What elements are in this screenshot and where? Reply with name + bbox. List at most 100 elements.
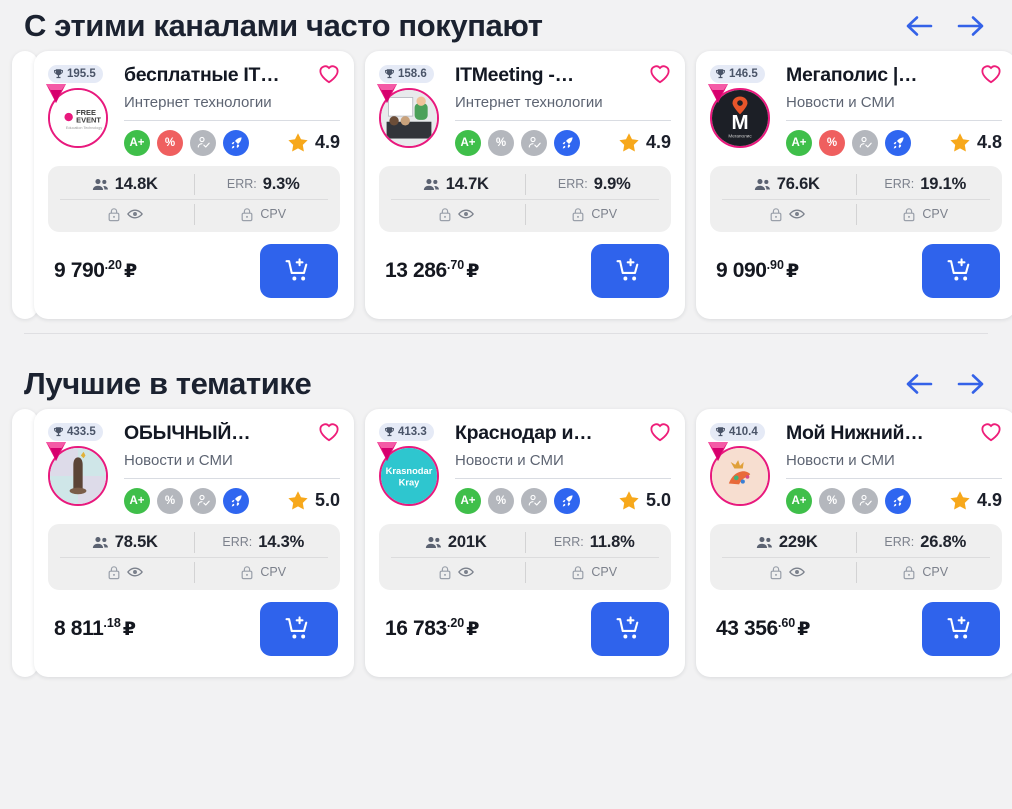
channel-name[interactable]: ОБЫЧНЫЙ…	[124, 422, 251, 444]
person-check-icon[interactable]	[521, 129, 547, 156]
price: 43 356.60 ₽	[716, 616, 810, 641]
channel-card[interactable]: 433.5	[34, 409, 354, 677]
percent-icon[interactable]: %	[488, 487, 514, 514]
channel-card[interactable]: 195.5 FREE EVENT Education Techn	[34, 51, 354, 319]
add-to-cart-button[interactable]	[922, 243, 1000, 298]
avatar[interactable]: FREE EVENT Education Technology	[46, 84, 108, 149]
favorite-heart-icon[interactable]	[318, 422, 340, 442]
err-label: ERR:	[222, 535, 253, 550]
rating-value: 4.9	[976, 490, 1002, 511]
add-to-cart-button[interactable]	[260, 601, 338, 656]
eye-icon	[457, 567, 474, 577]
carousel-next-button[interactable]	[956, 369, 986, 399]
person-check-icon[interactable]	[190, 129, 216, 156]
locked-cpv-cell[interactable]: CPV	[857, 200, 995, 229]
percent-icon[interactable]: %	[157, 129, 183, 156]
lock-icon	[572, 208, 584, 222]
badge-row: A+ %	[786, 487, 1002, 514]
carousel-best-in-category[interactable]: 433.5	[0, 399, 1012, 691]
grade-a-plus-icon[interactable]: A+	[455, 129, 481, 156]
rocket-icon[interactable]	[223, 129, 249, 156]
locked-cpv-cell[interactable]: CPV	[195, 558, 333, 587]
locked-views-cell[interactable]	[718, 558, 856, 587]
channel-name[interactable]: Мой Нижний…	[786, 422, 924, 444]
favorite-heart-icon[interactable]	[980, 422, 1002, 442]
add-to-cart-button[interactable]	[591, 243, 669, 298]
section-best-in-category: Лучшие в тематике	[0, 334, 1012, 691]
person-check-icon[interactable]	[852, 129, 878, 156]
avatar[interactable]: Krasnodar Kray	[377, 442, 439, 507]
channel-name[interactable]: Мегаполис |…	[786, 64, 918, 86]
add-to-cart-button[interactable]	[260, 243, 338, 298]
carousel-next-button[interactable]	[956, 11, 986, 41]
locked-cpv-cell[interactable]: CPV	[526, 200, 664, 229]
rocket-icon[interactable]	[554, 129, 580, 156]
lock-icon	[241, 208, 253, 222]
stats-row-locked: CPV	[387, 200, 663, 229]
stats-horizontal-divider	[60, 556, 328, 558]
grade-a-plus-icon[interactable]: A+	[786, 129, 812, 156]
avatar[interactable]	[377, 84, 439, 149]
carousel-prev-button[interactable]	[904, 11, 934, 41]
avatar[interactable]	[708, 442, 770, 507]
rocket-icon[interactable]	[885, 487, 911, 514]
grade-a-plus-icon[interactable]: A+	[124, 487, 150, 514]
channel-card[interactable]: 413.3 Krasnodar Kray	[365, 409, 685, 677]
avatar[interactable]: M Мегаполис	[708, 84, 770, 149]
price-main: 13 286	[385, 259, 447, 283]
channel-card[interactable]: 158.6	[365, 51, 685, 319]
locked-cpv-cell[interactable]: CPV	[857, 558, 995, 587]
cpv-label: CPV	[922, 207, 949, 222]
locked-views-cell[interactable]	[718, 200, 856, 229]
person-check-icon[interactable]	[852, 487, 878, 514]
stats-block: 201K ERR: 11.8%	[379, 523, 671, 590]
trophy-score-value: 413.3	[398, 426, 427, 438]
channel-name[interactable]: бесплатные IT…	[124, 64, 280, 86]
carousel-previous-card-peek[interactable]	[12, 51, 38, 319]
rocket-icon[interactable]	[554, 487, 580, 514]
favorite-heart-icon[interactable]	[980, 64, 1002, 84]
locked-views-cell[interactable]	[56, 558, 194, 587]
svg-text:Kray: Kray	[399, 478, 421, 488]
channel-name[interactable]: ITMeeting -…	[455, 64, 574, 86]
stats-block: 14.8K ERR: 9.3%	[48, 165, 340, 232]
channel-name[interactable]: Краснодар и…	[455, 422, 593, 444]
percent-icon[interactable]: %	[819, 487, 845, 514]
channel-card[interactable]: 146.5 M Мегаполис	[696, 51, 1012, 319]
channel-card[interactable]: 410.4	[696, 409, 1012, 677]
divider-line	[455, 477, 671, 479]
add-to-cart-button[interactable]	[591, 601, 669, 656]
subscribers-icon	[754, 178, 770, 190]
percent-icon[interactable]: %	[819, 129, 845, 156]
locked-cpv-cell[interactable]: CPV	[526, 558, 664, 587]
rocket-icon[interactable]	[223, 487, 249, 514]
carousel-prev-button[interactable]	[904, 369, 934, 399]
percent-icon[interactable]: %	[157, 487, 183, 514]
carousel-nav	[904, 369, 986, 399]
carousel-previous-card-peek[interactable]	[12, 409, 38, 677]
rocket-icon[interactable]	[885, 129, 911, 156]
percent-icon[interactable]: %	[488, 129, 514, 156]
avatar-column: 413.3 Krasnodar Kray	[377, 421, 445, 514]
locked-views-cell[interactable]	[387, 558, 525, 587]
trophy-score-badge: 413.3	[379, 423, 434, 442]
price-row: 9 090.90 ₽	[710, 243, 1002, 298]
channel-category: Новости и СМИ	[786, 452, 895, 470]
avatar[interactable]	[46, 442, 108, 507]
favorite-heart-icon[interactable]	[649, 64, 671, 84]
rating: 5.0	[287, 490, 340, 511]
favorite-heart-icon[interactable]	[649, 422, 671, 442]
carousel-frequently-bought[interactable]: 195.5 FREE EVENT Education Techn	[0, 41, 1012, 333]
grade-a-plus-icon[interactable]: A+	[786, 487, 812, 514]
person-check-icon[interactable]	[521, 487, 547, 514]
locked-views-cell[interactable]	[387, 200, 525, 229]
person-check-icon[interactable]	[190, 487, 216, 514]
locked-views-cell[interactable]	[56, 200, 194, 229]
add-to-cart-button[interactable]	[922, 601, 1000, 656]
err-cell: ERR: 19.1%	[857, 170, 995, 199]
favorite-heart-icon[interactable]	[318, 64, 340, 84]
grade-a-plus-icon[interactable]: A+	[124, 129, 150, 156]
rating: 4.8	[949, 132, 1002, 153]
locked-cpv-cell[interactable]: CPV	[195, 200, 333, 229]
grade-a-plus-icon[interactable]: A+	[455, 487, 481, 514]
